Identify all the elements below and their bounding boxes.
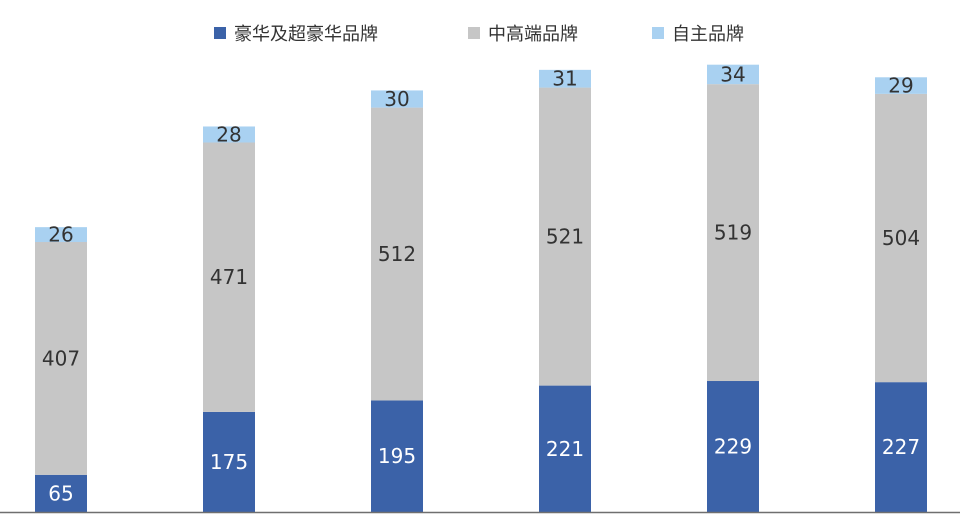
value-label-0-2: 195 [378,444,416,468]
value-label-1-5: 504 [882,226,920,250]
bar-segment-1-5 [875,93,927,383]
value-label-0-0: 65 [48,481,73,505]
bar-segment-1-1 [203,142,255,412]
legend-swatch-2 [652,27,664,39]
bar-area: 65 407 26 175 471 28 195 512 30 221 521 31 229 519 34 2… [35,62,927,512]
legend-label-0: 豪华及超豪华品牌 [234,24,378,45]
bar-segment-1-0 [35,242,87,475]
legend-swatch-1 [468,27,480,39]
bar-segment-0-4 [707,381,759,512]
bar-segment-1-4 [707,84,759,382]
value-label-2-0: 26 [48,223,73,247]
bar-segment-2-0 [35,227,87,243]
bar-segment-2-4 [707,64,759,85]
chart-legend: 豪华及超豪华品牌 中高端品牌 自主品牌 [214,24,744,45]
value-label-1-0: 407 [42,346,80,370]
bar-segment-0-3 [539,385,591,512]
value-label-1-2: 512 [378,242,416,266]
value-label-2-2: 30 [384,87,409,111]
bar-segment-0-0 [35,474,87,512]
bar-segment-0-1 [203,411,255,512]
value-label-2-4: 34 [720,62,745,86]
value-label-1-1: 471 [210,265,248,289]
bar-segment-2-3 [539,69,591,88]
bar-segment-0-5 [875,382,927,512]
value-label-0-4: 229 [714,435,752,459]
value-label-1-3: 521 [546,225,584,249]
legend-label-1: 中高端品牌 [488,24,578,45]
bar-segment-1-2 [371,107,423,401]
value-label-2-3: 31 [552,67,577,91]
value-label-0-1: 175 [210,450,248,474]
value-label-2-5: 29 [888,74,913,98]
bar-segment-2-1 [203,126,255,143]
value-label-2-1: 28 [216,122,241,146]
legend-label-2: 自主品牌 [672,24,744,45]
bar-segment-0-2 [371,400,423,512]
value-label-0-3: 221 [546,437,584,461]
value-label-1-4: 519 [714,221,752,245]
bar-segment-1-3 [539,87,591,386]
value-label-0-5: 227 [882,435,920,459]
bar-segment-2-2 [371,90,423,108]
bar-segment-2-5 [875,77,927,94]
legend-swatch-0 [214,27,226,39]
